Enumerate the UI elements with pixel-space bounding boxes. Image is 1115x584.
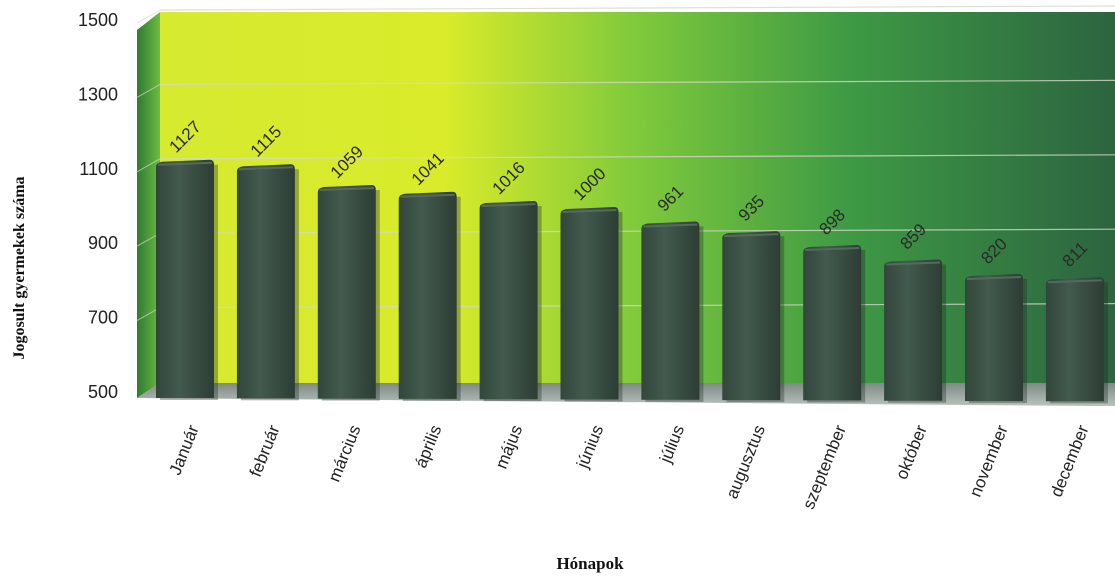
bar	[803, 244, 866, 403]
bar-top	[238, 166, 293, 171]
x-tick-label: Január	[166, 422, 203, 478]
bar-top	[643, 223, 698, 228]
bar-body	[398, 191, 457, 399]
bar-body	[803, 244, 862, 401]
y-axis: 500 700 900 1100 1300 1500	[78, 10, 118, 402]
bar-top	[481, 203, 536, 208]
y-tick-label: 500	[88, 382, 118, 402]
x-tick-label: október	[892, 422, 931, 482]
y-tick-label: 1300	[78, 84, 118, 104]
bar-body	[641, 221, 700, 400]
x-tick-label: április	[411, 422, 445, 470]
y-tick-label: 900	[88, 233, 118, 253]
bar	[1045, 277, 1108, 404]
bar-body	[236, 164, 295, 399]
gridline-side	[136, 158, 161, 173]
bar-top	[319, 187, 374, 192]
bar-top	[886, 261, 941, 266]
x-tick-label: február	[246, 422, 284, 479]
bar	[156, 159, 218, 400]
y-axis-label: Jogosult gyermekek száma	[11, 176, 28, 359]
x-tick-label: november	[966, 422, 1012, 500]
bar	[560, 207, 623, 402]
floor	[137, 383, 1115, 406]
bar	[479, 201, 542, 402]
bar-top	[562, 209, 617, 213]
x-tick-label: július	[656, 422, 689, 466]
bar-body	[317, 185, 376, 399]
bar	[884, 259, 947, 403]
x-tick-label: március	[325, 422, 365, 484]
bar	[398, 191, 461, 401]
bars	[156, 159, 1108, 404]
bar-body	[722, 231, 781, 401]
bar-top	[966, 275, 1022, 280]
x-axis-tick-labels: Január február március április május június jú…	[166, 422, 1093, 512]
gridline-side	[136, 9, 161, 24]
bar	[317, 185, 380, 401]
bar	[722, 231, 785, 403]
x-tick-label: június	[573, 422, 608, 471]
bar-body	[479, 201, 538, 400]
gridline	[159, 5, 1115, 11]
bar-body	[965, 273, 1023, 401]
bar-top	[400, 193, 455, 198]
y-tick-label: 1500	[78, 10, 118, 30]
gridline	[159, 79, 1115, 85]
bar	[641, 221, 704, 402]
gridline	[159, 154, 1115, 160]
bar-body	[560, 207, 619, 400]
bar-top	[805, 246, 860, 251]
bar-body	[156, 159, 214, 398]
x-tick-label: szeptember	[799, 422, 850, 512]
bar-top	[157, 161, 213, 166]
bar-body	[1045, 277, 1104, 402]
x-tick-label: május	[492, 422, 527, 471]
x-axis-label: Hónapok	[556, 554, 624, 573]
x-tick-label: augusztus	[722, 422, 769, 501]
y-tick-label: 1100	[79, 159, 118, 179]
gridline-side	[136, 83, 161, 98]
bar-top	[1047, 279, 1102, 284]
bar-top	[724, 233, 779, 238]
bar	[965, 273, 1027, 403]
y-tick-label: 700	[88, 308, 118, 328]
x-tick-label: december	[1047, 422, 1093, 500]
bar	[236, 164, 299, 401]
side-wall	[137, 12, 160, 398]
bar-body	[884, 259, 943, 401]
